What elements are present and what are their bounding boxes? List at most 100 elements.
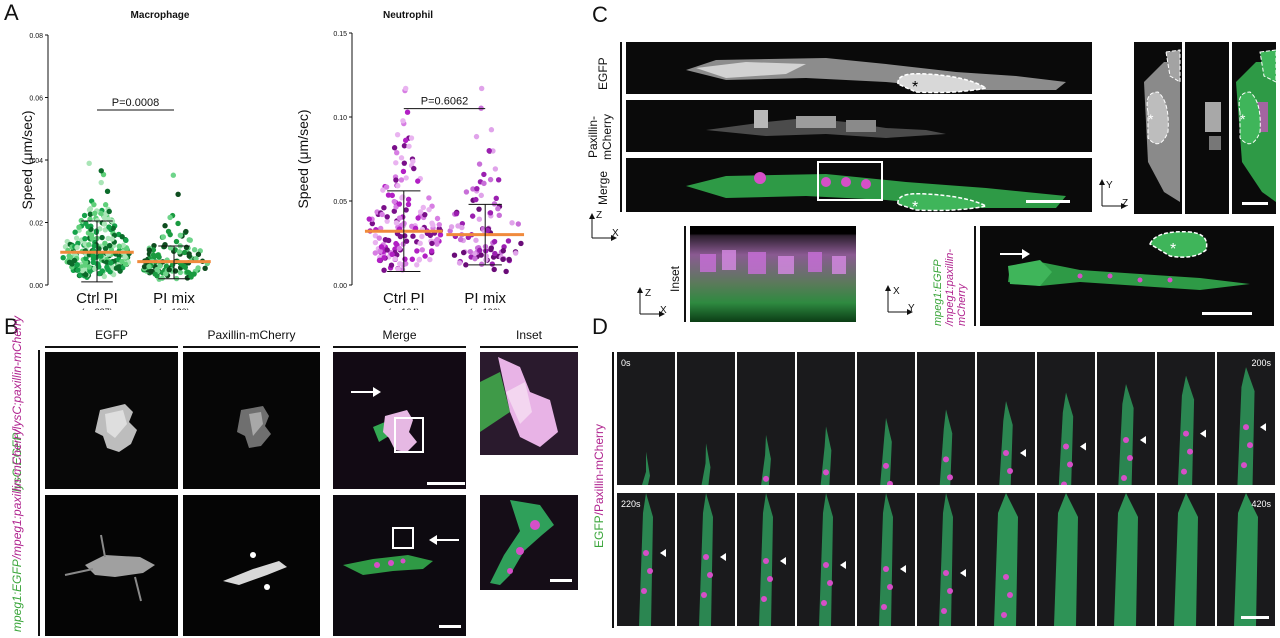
d-paxillin-puncta	[823, 469, 829, 476]
d-scale-bar	[1241, 616, 1269, 619]
data-point	[481, 171, 487, 178]
data-point	[500, 247, 507, 254]
data-point	[388, 262, 395, 268]
d-divider	[612, 352, 614, 628]
d-timelapse-frame	[1037, 352, 1095, 485]
data-point	[82, 262, 88, 268]
data-point	[91, 210, 98, 216]
d-paxillin-puncta	[763, 558, 769, 564]
c-yz-axis-glyph	[1099, 179, 1127, 209]
data-point	[396, 201, 403, 207]
d-paxillin-puncta	[643, 550, 649, 556]
data-point	[60, 254, 66, 261]
data-point	[79, 267, 86, 274]
data-point	[495, 206, 501, 212]
data-point	[426, 206, 432, 213]
d-paxillin-puncta	[947, 588, 953, 594]
data-point	[412, 225, 419, 232]
d-cell-protrusion	[642, 451, 650, 485]
data-point	[476, 161, 483, 167]
data-point	[160, 234, 167, 240]
data-point	[167, 245, 174, 251]
d-cell-protrusion	[819, 493, 833, 626]
d-frame-drawing	[880, 417, 893, 485]
data-point	[393, 160, 399, 166]
data-point	[91, 243, 97, 249]
data-point	[400, 194, 406, 200]
data-point	[478, 85, 485, 92]
panel-label-b: B	[4, 314, 19, 339]
data-point	[400, 168, 407, 175]
d-paxillin-puncta	[947, 474, 953, 481]
d-cell-protrusion	[701, 443, 711, 485]
data-point	[448, 224, 455, 230]
c-asterisk-egfp: *	[912, 79, 918, 94]
d-paxillin-puncta	[701, 592, 707, 598]
data-point	[369, 220, 376, 227]
data-point	[437, 232, 444, 238]
data-point	[492, 250, 498, 257]
data-point	[72, 229, 78, 235]
c-label-paxillin: Paxillin-mCherry	[586, 114, 614, 160]
d-timelapse-frame	[917, 352, 975, 485]
d-cell-protrusion	[1234, 493, 1258, 626]
data-point	[414, 248, 420, 254]
data-point	[106, 224, 112, 230]
data-point	[478, 192, 484, 199]
data-point	[74, 244, 80, 251]
data-point	[460, 249, 467, 256]
d-paxillin-puncta	[1247, 442, 1253, 449]
b-row1-merge-image	[333, 352, 466, 489]
chart-title-neutrophil: Neutrophil	[383, 10, 433, 21]
data-point	[391, 208, 397, 214]
data-point	[381, 267, 387, 273]
c-xy-axis-glyph	[885, 285, 913, 315]
data-point	[389, 251, 395, 258]
data-point	[98, 253, 104, 259]
d-timelapse-frame	[797, 493, 855, 626]
data-point	[384, 247, 390, 253]
data-point	[429, 220, 435, 226]
c-yz-merge-image: *	[1232, 42, 1276, 214]
d-frame-drawing	[1118, 384, 1146, 485]
data-point	[170, 172, 177, 178]
data-point	[101, 273, 107, 280]
data-point	[110, 225, 116, 232]
d-cell-protrusion	[820, 426, 832, 485]
c-row-divider	[620, 42, 622, 212]
data-point	[176, 249, 183, 255]
y-tick-label: 0.00	[333, 283, 347, 290]
d-paxillin-puncta	[647, 568, 653, 574]
data-point	[166, 267, 172, 273]
d-timelapse-frame	[737, 493, 795, 626]
data-point	[86, 160, 92, 167]
category-n-label: (n=237)	[81, 307, 112, 310]
data-point	[81, 212, 88, 219]
data-point	[96, 270, 102, 277]
d-arrowhead	[1140, 436, 1146, 445]
data-point	[394, 131, 401, 138]
y-axis-label: Speed (μm/sec)	[295, 109, 311, 208]
d-timelapse-frame	[1097, 493, 1155, 626]
d-frame-drawing	[939, 493, 966, 626]
data-point	[108, 260, 114, 266]
c-yz-axis-z: Z	[1122, 198, 1129, 209]
b-header-rule	[333, 346, 466, 348]
data-point	[394, 150, 400, 156]
y-tick-label: 0.15	[333, 31, 347, 38]
d-frame-drawing	[999, 400, 1026, 485]
d-cell-protrusion	[1174, 493, 1198, 626]
data-point	[380, 187, 386, 193]
data-point	[401, 143, 408, 149]
d-arrowhead	[1200, 429, 1206, 438]
d-paxillin-puncta	[1183, 430, 1189, 437]
d-timelapse-frame	[857, 493, 915, 626]
data-point	[405, 196, 412, 203]
data-point	[403, 175, 409, 181]
d-timelapse-frame	[1097, 352, 1155, 485]
data-point	[173, 238, 180, 245]
data-point	[472, 255, 478, 262]
data-point	[410, 233, 416, 239]
b-row2-label-egfp: mpeg1:EGFP	[10, 559, 24, 632]
